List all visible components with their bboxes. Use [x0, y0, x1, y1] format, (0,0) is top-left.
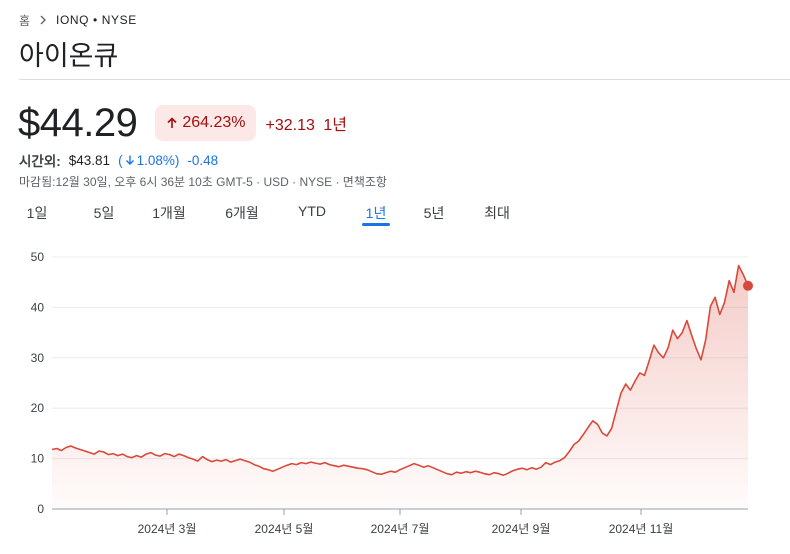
header-divider: [19, 79, 790, 80]
after-hours-percent-value: 1.08%): [136, 152, 180, 168]
breadcrumb-ticker: IONQ • NYSE: [56, 13, 137, 27]
tab-range-1y[interactable]: 1년: [362, 200, 390, 228]
arrow-down-icon: [125, 155, 134, 165]
range-tabs: 1일 5일 1개월 6개월 YTD 1년 5년 최대: [26, 200, 512, 230]
price-line: [51, 264, 749, 476]
after-hours-absolute: -0.48: [187, 152, 219, 168]
x-tick-label: 2024년 11월: [609, 522, 674, 536]
x-tick-label: 2024년 3월: [138, 522, 197, 536]
y-tick-label: 10: [31, 452, 45, 466]
tab-range-6m[interactable]: 6개월: [225, 205, 259, 221]
tab-range-5d[interactable]: 5일: [93, 205, 115, 221]
after-hours-label: 시간외:: [19, 154, 61, 169]
after-hours-row: 시간외: $43.81 ( 1.08%) -0.48: [19, 150, 218, 170]
tab-range-5y[interactable]: 5년: [423, 205, 445, 221]
price-chart[interactable]: 0 10 20 30 40 50 2024년 3월 2024년 5월 2024년 7월 2024…: [0, 240, 790, 554]
after-hours-price: $43.81: [68, 152, 111, 168]
page-title: 아이온큐: [19, 41, 119, 71]
change-absolute-value: +32.13: [265, 117, 315, 134]
x-tick-label: 2024년 5월: [255, 522, 314, 536]
change-period: 1년: [323, 117, 347, 134]
change-absolute: +32.13 1년: [266, 111, 347, 135]
after-hours-percent: ( 1.08%): [118, 153, 179, 168]
price-area-fill: [52, 265, 748, 509]
current-price: $44.29: [18, 100, 138, 145]
market-close-info: 마감됨:12월 30일, 오후 6시 36분 10초 GMT-5 · USD ·…: [19, 175, 387, 189]
x-tick-label: 2024년 9월: [492, 522, 551, 536]
tab-range-1m[interactable]: 1개월: [152, 205, 186, 221]
breadcrumb: 홈 IONQ • NYSE: [19, 12, 137, 28]
y-tick-label: 20: [31, 401, 45, 415]
chevron-right-icon: [40, 15, 47, 25]
y-tick-label: 0: [37, 502, 44, 516]
x-tick-label: 2024년 7월: [371, 522, 430, 536]
y-tick-label: 50: [31, 250, 45, 264]
after-hours-paren: (: [118, 152, 123, 168]
current-price-dot: [743, 280, 753, 291]
tab-range-1d[interactable]: 1일: [26, 205, 48, 221]
y-tick-label: 40: [31, 300, 45, 314]
tab-range-ytd[interactable]: YTD: [298, 203, 326, 219]
tab-range-max[interactable]: 최대: [484, 205, 510, 221]
price-row: $44.29 264.23% +32.13 1년: [18, 100, 347, 146]
change-percent-badge: 264.23%: [155, 105, 256, 141]
arrow-up-icon: [167, 117, 177, 128]
y-tick-label: 30: [31, 351, 45, 365]
breadcrumb-home-link[interactable]: 홈: [19, 13, 31, 28]
change-percent-value: 264.23%: [182, 114, 246, 131]
